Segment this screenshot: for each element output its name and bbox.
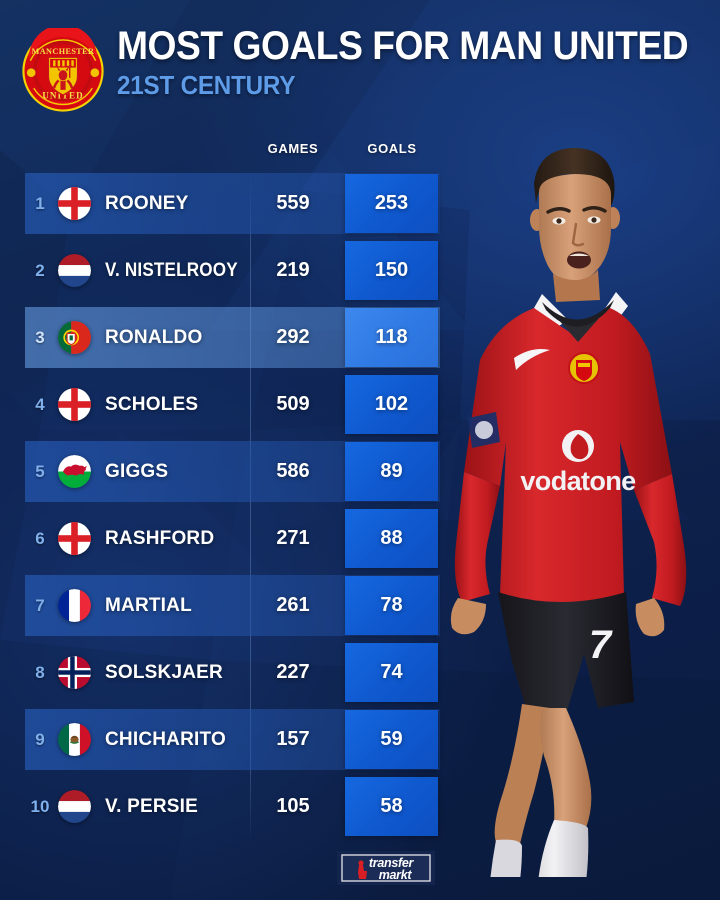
player-name: RONALDO [105, 326, 203, 348]
rank-number: 8 [35, 662, 45, 682]
games-value: 271 [276, 527, 310, 549]
goals-value: 74 [380, 661, 403, 683]
player-name: CHICHARITO [105, 728, 226, 750]
goals-box: 58 [345, 777, 438, 836]
rank-number: 6 [35, 528, 45, 548]
table-row[interactable]: 9 CHICHARITO 157 59 [0, 706, 460, 773]
games-value: 559 [276, 192, 310, 214]
rank-number: 1 [35, 193, 45, 213]
rank-number: 9 [35, 729, 45, 749]
cristiano-ronaldo-photo: vodatone 7 [438, 142, 720, 877]
player-name: GIGGS [105, 460, 169, 482]
svg-text:MANCHESTER: MANCHESTER [32, 47, 95, 56]
svg-text:7: 7 [589, 623, 613, 667]
games-value: 219 [276, 259, 310, 281]
column-divider [250, 170, 251, 842]
rank-number: 7 [35, 595, 45, 615]
svg-text:markt: markt [379, 868, 413, 882]
table-row[interactable]: 10 V. PERSIE 105 58 [0, 773, 460, 840]
goals-box: 88 [345, 509, 438, 568]
games-value: 586 [276, 460, 310, 482]
player-name: SCHOLES [105, 393, 199, 415]
table-row[interactable]: 1 ROONEY 559 253 [0, 170, 460, 237]
goals-box: 102 [345, 375, 438, 434]
goals-value: 253 [374, 192, 409, 214]
goals-box: 89 [345, 442, 438, 501]
rank-number: 5 [35, 461, 45, 481]
transfermarkt-logo: transfer markt [337, 851, 435, 885]
flag-icon-england [58, 388, 91, 421]
games-value: 227 [276, 661, 310, 683]
ranking-table: 1 ROONEY 559 253 2 V. NISTELROOY 219 150 3 RONALD… [0, 170, 460, 840]
player-name: V. NISTELROOY [105, 259, 238, 281]
games-value: 157 [276, 728, 310, 750]
flag-icon-norway [58, 656, 91, 689]
goals-box: 150 [345, 241, 438, 300]
table-row[interactable]: 4 SCHOLES 509 102 [0, 371, 460, 438]
goals-value: 89 [380, 460, 403, 482]
table-row[interactable]: 2 V. NISTELROOY 219 150 [0, 237, 460, 304]
rank-number: 2 [35, 260, 45, 280]
table-row[interactable]: 6 RASHFORD 271 88 [0, 505, 460, 572]
flag-icon-portugal [58, 321, 91, 354]
goals-value: 78 [380, 594, 403, 616]
column-header-games: GAMES [267, 141, 319, 156]
goals-box: 253 [345, 174, 438, 233]
header: MANCHESTER UNITED [0, 0, 720, 125]
page-subtitle: 21ST CENTURY [117, 70, 296, 100]
flag-icon-netherlands [58, 254, 91, 287]
player-name: RASHFORD [105, 527, 215, 549]
goals-value: 118 [375, 326, 408, 348]
player-name: ROONEY [105, 192, 189, 214]
flag-icon-france [58, 589, 91, 622]
player-name: SOLSKJAER [105, 661, 223, 683]
goals-value: 58 [380, 795, 403, 817]
flag-icon-netherlands [58, 790, 91, 823]
goals-value: 102 [374, 393, 409, 415]
player-name: V. PERSIE [105, 795, 198, 817]
goals-box: 78 [345, 576, 438, 635]
svg-text:vodatone: vodatone [520, 466, 636, 496]
goals-box: 118 [345, 308, 438, 367]
column-headers: GAMES GOALS [0, 141, 460, 161]
flag-icon-england [58, 187, 91, 220]
table-row[interactable]: 5 GIGGS 586 89 [0, 438, 460, 505]
goals-value: 150 [374, 259, 409, 281]
goals-box: 59 [345, 710, 438, 769]
rank-number: 10 [30, 796, 50, 816]
svg-text:transfer: transfer [369, 856, 415, 870]
games-value: 292 [276, 326, 310, 348]
goals-value: 59 [380, 728, 403, 750]
table-row[interactable]: 8 SOLSKJAER 227 74 [0, 639, 460, 706]
manchester-united-crest-icon: MANCHESTER UNITED [20, 24, 106, 114]
rank-number: 4 [35, 394, 45, 414]
player-name: MARTIAL [105, 594, 192, 616]
flag-icon-wales [58, 455, 91, 488]
games-value: 105 [276, 795, 310, 817]
table-row[interactable]: 3 RONALDO 292 118 [0, 304, 460, 371]
column-header-goals: GOALS [367, 141, 417, 156]
page-title: MOST GOALS FOR MAN UNITED [117, 24, 689, 68]
games-value: 509 [276, 393, 310, 415]
rank-number: 3 [35, 327, 45, 347]
table-row[interactable]: 7 MARTIAL 261 78 [0, 572, 460, 639]
title-block: MOST GOALS FOR MAN UNITED 21ST CENTURY [117, 26, 720, 98]
flag-icon-mexico [58, 723, 91, 756]
flag-icon-england [58, 522, 91, 555]
games-value: 261 [276, 594, 310, 616]
goals-box: 74 [345, 643, 438, 702]
goals-value: 88 [380, 527, 403, 549]
